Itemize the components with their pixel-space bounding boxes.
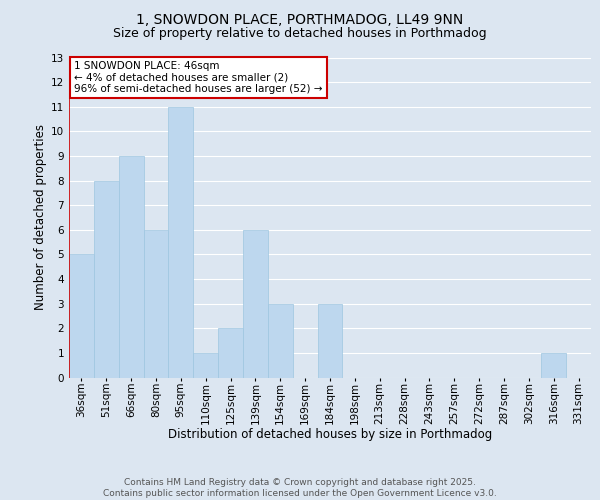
Bar (119, 156, 143, 378)
Bar (317, 304, 343, 378)
Text: 1 SNOWDON PLACE: 46sqm
← 4% of detached houses are smaller (2)
96% of semi-detac: 1 SNOWDON PLACE: 46sqm ← 4% of detached … (74, 60, 323, 94)
Bar (268, 304, 293, 378)
Bar (94, 180, 119, 378)
Text: Size of property relative to detached houses in Porthmadog: Size of property relative to detached ho… (113, 28, 487, 40)
X-axis label: Distribution of detached houses by size in Porthmadog: Distribution of detached houses by size … (168, 428, 492, 441)
Bar (243, 230, 268, 378)
Text: 1, SNOWDON PLACE, PORTHMADOG, LL49 9NN: 1, SNOWDON PLACE, PORTHMADOG, LL49 9NN (136, 12, 464, 26)
Bar (69, 254, 94, 378)
Bar (169, 106, 193, 378)
Bar (541, 353, 566, 378)
Bar (193, 353, 218, 378)
Y-axis label: Number of detached properties: Number of detached properties (34, 124, 47, 310)
Text: Contains HM Land Registry data © Crown copyright and database right 2025.
Contai: Contains HM Land Registry data © Crown c… (103, 478, 497, 498)
Bar (218, 328, 243, 378)
Bar (143, 230, 169, 378)
